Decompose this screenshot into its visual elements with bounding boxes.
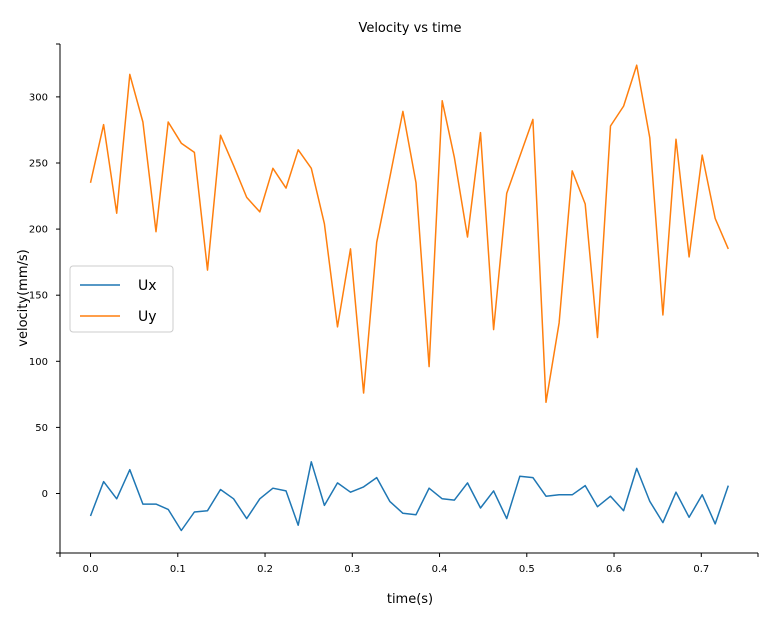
x-tick-label: 0.6 [606, 564, 622, 575]
series-layer [89, 64, 730, 532]
y-tick-label: 0 [42, 489, 48, 500]
x-tick-label: 0.0 [83, 564, 99, 575]
y-tick-label: 250 [29, 158, 48, 169]
chart-title: Velocity vs time [358, 21, 461, 36]
y-axis-label: velocity(mm/s) [16, 249, 31, 346]
x-tick-label: 0.5 [519, 564, 535, 575]
legend-label-ux: Ux [138, 278, 157, 294]
x-tick-label: 0.2 [257, 564, 273, 575]
legend: Ux Uy [69, 265, 174, 333]
y-tick-label: 300 [29, 92, 48, 103]
x-axis-label: time(s) [387, 592, 433, 607]
y-tick-label: 100 [29, 357, 48, 368]
x-tick-label: 0.1 [170, 564, 186, 575]
series-line-ux [89, 461, 730, 532]
legend-box [69, 265, 174, 333]
legend-label-uy: Uy [138, 309, 157, 325]
x-tick-label: 0.4 [432, 564, 448, 575]
series-line-uy [89, 64, 729, 404]
y-tick-label: 200 [29, 225, 48, 236]
y-tick-label: 50 [35, 423, 48, 434]
x-tick-label: 0.3 [344, 564, 360, 575]
axes: 0.0 0.1 0.2 0.3 0.4 0.5 0.6 0.7 0 50 100 150 200 250 3… [29, 43, 759, 575]
x-tick-label: 0.7 [693, 564, 709, 575]
y-tick-label: 150 [29, 291, 48, 302]
